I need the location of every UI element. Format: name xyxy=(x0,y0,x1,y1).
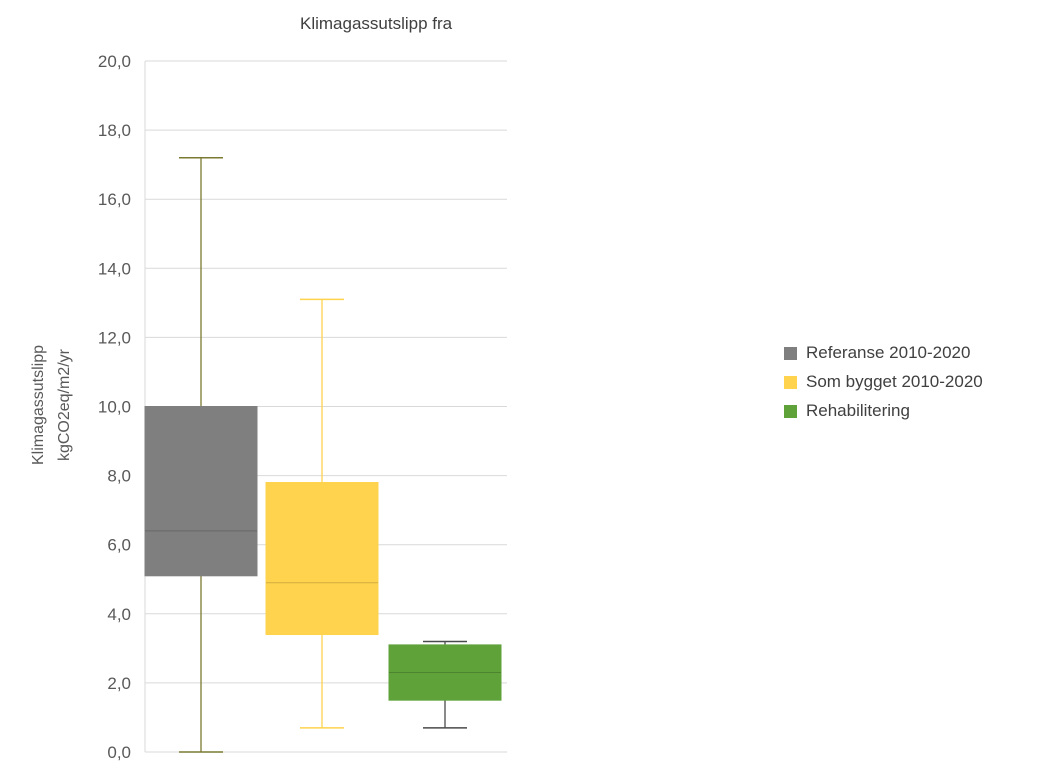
chart-title: Klimagassutslipp fra xyxy=(300,14,453,33)
legend-item: Som bygget 2010-2020 xyxy=(784,369,983,395)
legend-swatch xyxy=(784,375,797,389)
y-tick-label: 4,0 xyxy=(107,605,131,624)
legend-item: Referanse 2010-2020 xyxy=(784,340,983,366)
legend-swatch xyxy=(784,404,797,418)
y-tick-label: 6,0 xyxy=(107,536,131,555)
legend-swatch xyxy=(784,346,797,360)
y-tick-label: 12,0 xyxy=(98,328,131,347)
y-tick-label: 10,0 xyxy=(98,398,131,417)
y-tick-label: 18,0 xyxy=(98,121,131,140)
y-tick-label: 14,0 xyxy=(98,259,131,278)
y-tick-label: 2,0 xyxy=(107,674,131,693)
y-tick-label: 16,0 xyxy=(98,190,131,209)
y-tick-label: 8,0 xyxy=(107,467,131,486)
box-1 xyxy=(144,406,258,577)
legend-item: Rehabilitering xyxy=(784,398,983,424)
legend-label: Referanse 2010-2020 xyxy=(806,343,971,362)
box-3 xyxy=(388,644,502,701)
legend-label: Rehabilitering xyxy=(806,401,910,420)
box-2 xyxy=(265,482,379,636)
legend: Referanse 2010-2020 Som bygget 2010-2020 R… xyxy=(784,340,983,427)
y-tick-label: 0,0 xyxy=(107,743,131,762)
legend-label: Som bygget 2010-2020 xyxy=(806,372,983,391)
y-tick-label: 20,0 xyxy=(98,52,131,71)
